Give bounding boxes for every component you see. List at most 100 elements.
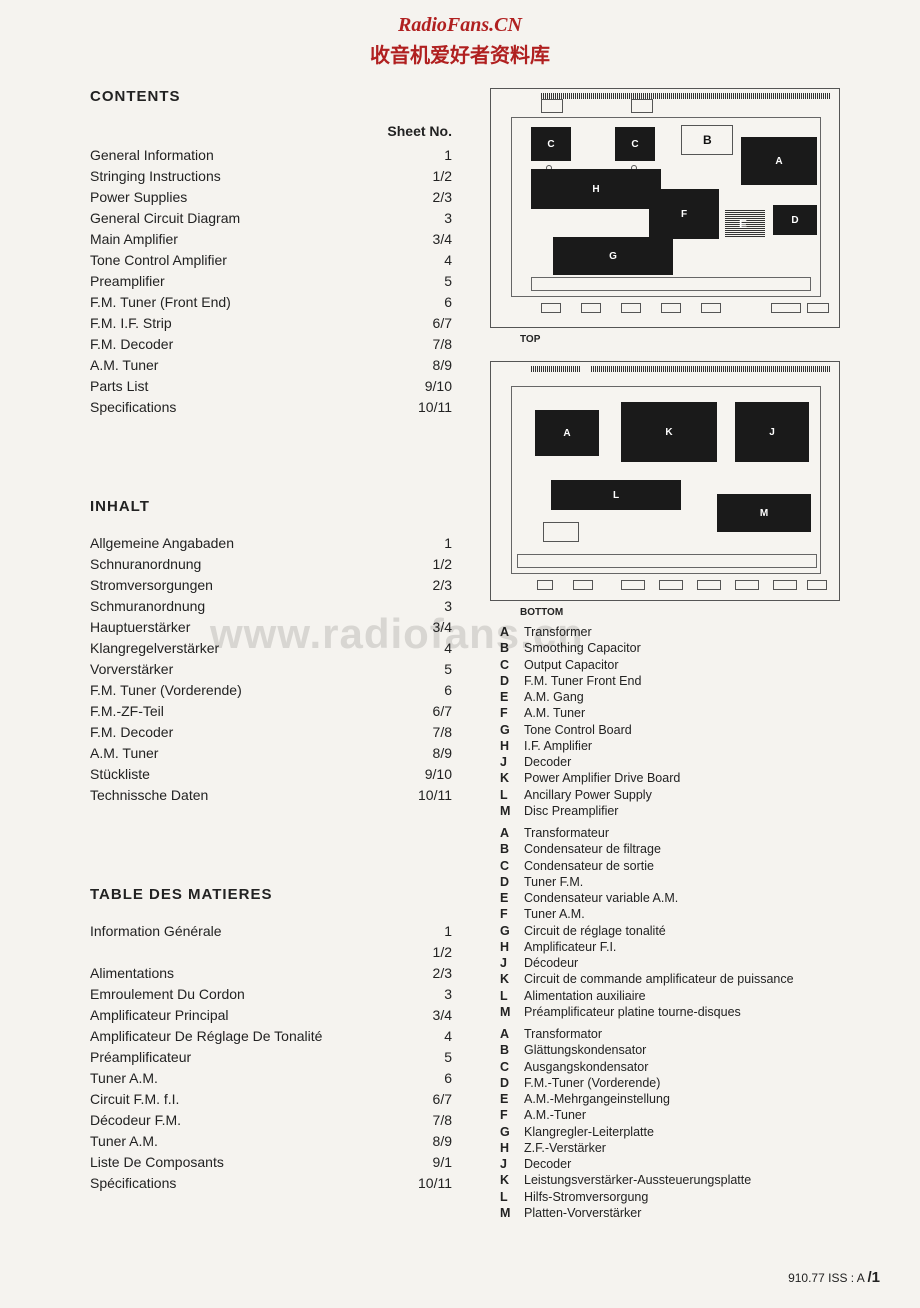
toc-label: Tone Control Amplifier — [90, 250, 400, 271]
legend-row: HI.F. Amplifier — [500, 738, 880, 754]
legend-key: A — [500, 825, 524, 841]
legend-key: E — [500, 689, 524, 705]
page-footer: 910.77 ISS : A /1 — [788, 1269, 880, 1286]
legend-desc: A.M. Tuner — [524, 705, 880, 721]
toc-row: F.M. Tuner (Vorderende)6 — [90, 680, 460, 701]
dia-label: A — [775, 156, 782, 167]
legend-row: GCircuit de réglage tonalité — [500, 923, 880, 939]
toc-label: Vorverstärker — [90, 659, 400, 680]
dia-label: F — [681, 209, 687, 220]
legend-desc: Transformator — [524, 1026, 880, 1042]
toc-page: 6 — [400, 1068, 460, 1089]
left-column: CONTENTS Sheet No. General Information1S… — [90, 88, 480, 1221]
toc-label: Parts List — [90, 376, 400, 397]
toc-row: A.M. Tuner8/9 — [90, 355, 460, 376]
toc-row: Main Amplifier3/4 — [90, 229, 460, 250]
header-site: RadioFans.CN — [0, 14, 920, 37]
legend-key: E — [500, 890, 524, 906]
toc-label — [90, 942, 400, 963]
toc-row: Specifications10/11 — [90, 397, 460, 418]
toc-row: Technissche Daten10/11 — [90, 785, 460, 806]
legend-row: EA.M. Gang — [500, 689, 880, 705]
toc-row: F.M. Decoder7/8 — [90, 722, 460, 743]
toc-page: 1 — [400, 921, 460, 942]
legend-key: M — [500, 1004, 524, 1020]
toc-row: Emroulement Du Cordon3 — [90, 984, 460, 1005]
heading-matieres: TABLE DES MATIERES — [90, 886, 460, 903]
legend-key: H — [500, 939, 524, 955]
legend-row: KCircuit de commande amplificateur de pu… — [500, 971, 880, 987]
toc-label: Spécifications — [90, 1173, 400, 1194]
legend-key: A — [500, 1026, 524, 1042]
legend-key: J — [500, 1156, 524, 1172]
dia-label: B — [703, 133, 712, 147]
toc-label: F.M. I.F. Strip — [90, 313, 400, 334]
legend-row: ATransformateur — [500, 825, 880, 841]
toc-page: 10/11 — [400, 1173, 460, 1194]
caption-bottom: BOTTOM — [520, 607, 880, 618]
legend-desc: Klangregler-Leiterplatte — [524, 1124, 880, 1140]
toc-label: Schnuranordnung — [90, 554, 400, 575]
legend-desc: Leistungsverstärker-Aussteuerungsplatte — [524, 1172, 880, 1188]
toc-page: 6 — [400, 292, 460, 313]
toc-label: Stromversorgungen — [90, 575, 400, 596]
toc-page: 6/7 — [400, 701, 460, 722]
toc-row: F.M.-ZF-Teil6/7 — [90, 701, 460, 722]
toc-row: General Information1 — [90, 145, 460, 166]
heading-inhalt: INHALT — [90, 498, 460, 515]
toc-label: F.M. Tuner (Front End) — [90, 292, 400, 313]
toc-page: 7/8 — [400, 1110, 460, 1131]
toc-label: Liste De Composants — [90, 1152, 400, 1173]
header-subtitle: 收音机爱好者资料库 — [0, 39, 920, 68]
toc-label: Schmuranordnung — [90, 596, 400, 617]
legend-row: JDecoder — [500, 754, 880, 770]
legend-desc: Hilfs-Stromversorgung — [524, 1189, 880, 1205]
toc-label: Specifications — [90, 397, 400, 418]
toc-row: Spécifications10/11 — [90, 1173, 460, 1194]
toc-label: A.M. Tuner — [90, 743, 400, 764]
toc-page: 2/3 — [400, 575, 460, 596]
legend-key: G — [500, 923, 524, 939]
toc-label: Klangregelverstärker — [90, 638, 400, 659]
heading-contents: CONTENTS — [90, 88, 460, 105]
legend-row: DF.M. Tuner Front End — [500, 673, 880, 689]
toc-page: 7/8 — [400, 334, 460, 355]
legend-key: E — [500, 1091, 524, 1107]
toc-row: F.M. I.F. Strip6/7 — [90, 313, 460, 334]
legend-desc: Alimentation auxiliaire — [524, 988, 880, 1004]
toc-row: Amplificateur De Réglage De Tonalité4 — [90, 1026, 460, 1047]
legend-desc: Decoder — [524, 1156, 880, 1172]
legend-desc: Glättungskondensator — [524, 1042, 880, 1058]
legend-key: H — [500, 738, 524, 754]
toc-page: 1 — [400, 533, 460, 554]
dia-label: G — [609, 251, 617, 262]
dia-label: M — [760, 508, 768, 519]
toc-label: Circuit F.M. f.I. — [90, 1089, 400, 1110]
toc-contents: General Information1Stringing Instructio… — [90, 145, 460, 418]
legend-desc: Condensateur variable A.M. — [524, 890, 880, 906]
legend-key: L — [500, 787, 524, 803]
legend-key: M — [500, 1205, 524, 1221]
legend-key: B — [500, 1042, 524, 1058]
toc-row: Hauptuerstärker3/4 — [90, 617, 460, 638]
legend-row: JDecoder — [500, 1156, 880, 1172]
legend-row: BSmoothing Capacitor — [500, 640, 880, 656]
toc-page: 2/3 — [400, 187, 460, 208]
legend-key: F — [500, 906, 524, 922]
toc-row: Préamplificateur5 — [90, 1047, 460, 1068]
toc-page: 2/3 — [400, 963, 460, 984]
legend-row: CAusgangskondensator — [500, 1059, 880, 1075]
toc-page: 10/11 — [400, 397, 460, 418]
dia-label: C — [631, 139, 638, 150]
toc-page: 1/2 — [400, 942, 460, 963]
legend-desc: Amplificateur F.I. — [524, 939, 880, 955]
toc-page: 8/9 — [400, 743, 460, 764]
legend-desc: Decoder — [524, 754, 880, 770]
toc-label: F.M. Decoder — [90, 722, 400, 743]
toc-label: Stückliste — [90, 764, 400, 785]
toc-page: 9/10 — [400, 376, 460, 397]
toc-row: General Circuit Diagram3 — [90, 208, 460, 229]
toc-page: 6/7 — [400, 1089, 460, 1110]
legend-key: C — [500, 657, 524, 673]
legend: ATransformerBSmoothing CapacitorCOutput … — [500, 624, 880, 1221]
